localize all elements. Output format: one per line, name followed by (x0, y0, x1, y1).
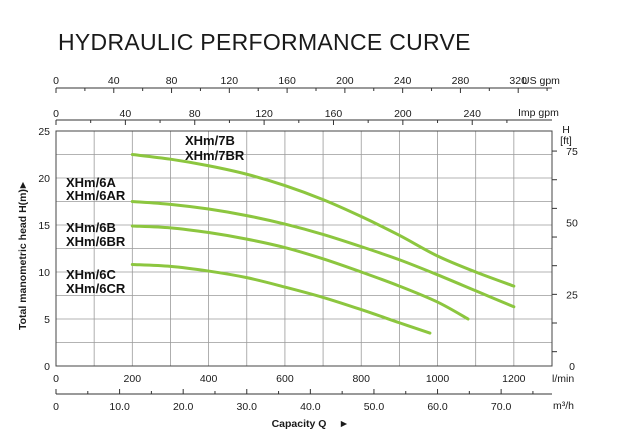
x-tick-label-usgpm: 240 (394, 75, 412, 87)
y-tick-label-ft: 0 (569, 361, 575, 373)
x-tick-label-usgpm: 0 (53, 75, 59, 87)
x-tick-label-impgpm: 160 (325, 108, 343, 120)
grid (56, 131, 552, 366)
x-tick-label-m3h: 30.0 (237, 401, 258, 413)
y-tick-label-m: 20 (38, 173, 50, 185)
curve-xhm6a (130, 200, 516, 309)
x-tick-label-m3h: 70.0 (491, 401, 512, 413)
y-tick-label-ft: 25 (566, 289, 578, 301)
x-tick-label-usgpm: 120 (221, 75, 239, 87)
curve-xhm6c (130, 262, 432, 335)
curves (130, 153, 516, 335)
model-label-xhm7b: XHm/7B (185, 133, 235, 148)
x-tick-label-usgpm: 80 (166, 75, 178, 87)
plot-frame (55, 130, 553, 367)
x-tick-label-m3h: 10.0 (109, 401, 130, 413)
x-tick-label-m3h: 0 (53, 401, 59, 413)
y-tick-label-ft: 50 (566, 218, 578, 230)
y-tick-label-m: 0 (44, 361, 50, 373)
curve-xhm7b (130, 153, 516, 288)
model-label-xhm6c: XHm/6C (66, 267, 116, 282)
x-tick-label-impgpm: 200 (394, 108, 412, 120)
model-label-xhm6ar: XHm/6AR (66, 188, 126, 203)
imp-gpm-unit: Imp gpm (518, 107, 559, 119)
y-tick-label-m: 25 (38, 126, 50, 138)
x-tick-label-lmin: 800 (352, 373, 370, 385)
y-tick-label-ft: 75 (566, 146, 578, 158)
chart-title: HYDRAULIC PERFORMANCE CURVE (58, 29, 471, 55)
y-tick-label-m: 10 (38, 267, 50, 279)
model-label-xhm6a: XHm/6A (66, 175, 116, 190)
x-tick-label-m3h: 20.0 (173, 401, 194, 413)
x-tick-label-usgpm: 160 (278, 75, 296, 87)
ft-unit-bottom: [ft] (560, 135, 572, 147)
curve-xhm6b (130, 224, 470, 321)
x-tick-label-impgpm: 80 (189, 108, 201, 120)
x-tick-label-usgpm: 40 (108, 75, 120, 87)
x-tick-label-impgpm: 0 (53, 108, 59, 120)
x-tick-label-lmin: 0 (53, 373, 59, 385)
y-tick-label-m: 15 (38, 220, 50, 232)
x-tick-label-m3h: 60.0 (427, 401, 448, 413)
x-axis-title: Capacity Q (272, 418, 327, 430)
x-tick-label-lmin: 200 (124, 373, 142, 385)
x-axis-arrow: ► (339, 418, 349, 430)
model-label-xhm6br: XHm/6BR (66, 234, 126, 249)
m3h-unit: m³/h (553, 400, 574, 412)
y-tick-label-m: 5 (44, 314, 50, 326)
x-tick-label-lmin: 600 (276, 373, 294, 385)
model-label-xhm6cr: XHm/6CR (66, 281, 126, 296)
ft-unit-top: H (562, 124, 570, 136)
lmin-unit: l/min (552, 373, 574, 385)
y-axis-arrow: ► (17, 180, 29, 190)
x-tick-label-usgpm: 200 (336, 75, 354, 87)
x-tick-label-impgpm: 120 (255, 108, 273, 120)
x-tick-label-lmin: 400 (200, 373, 218, 385)
us-gpm-unit: US gpm (522, 75, 560, 87)
x-tick-label-usgpm: 320 (509, 75, 527, 87)
x-tick-label-usgpm: 280 (452, 75, 470, 87)
x-tick-label-m3h: 50.0 (364, 401, 385, 413)
x-tick-label-lmin: 1200 (502, 373, 526, 385)
model-label-xhm6b: XHm/6B (66, 220, 116, 235)
x-tick-label-m3h: 40.0 (300, 401, 321, 413)
x-tick-label-lmin: 1000 (426, 373, 450, 385)
model-label-xhm7br: XHm/7BR (185, 148, 245, 163)
x-tick-label-impgpm: 40 (120, 108, 132, 120)
y-axis-title: Total manometric head H(m) (17, 189, 29, 330)
x-tick-label-impgpm: 240 (463, 108, 481, 120)
